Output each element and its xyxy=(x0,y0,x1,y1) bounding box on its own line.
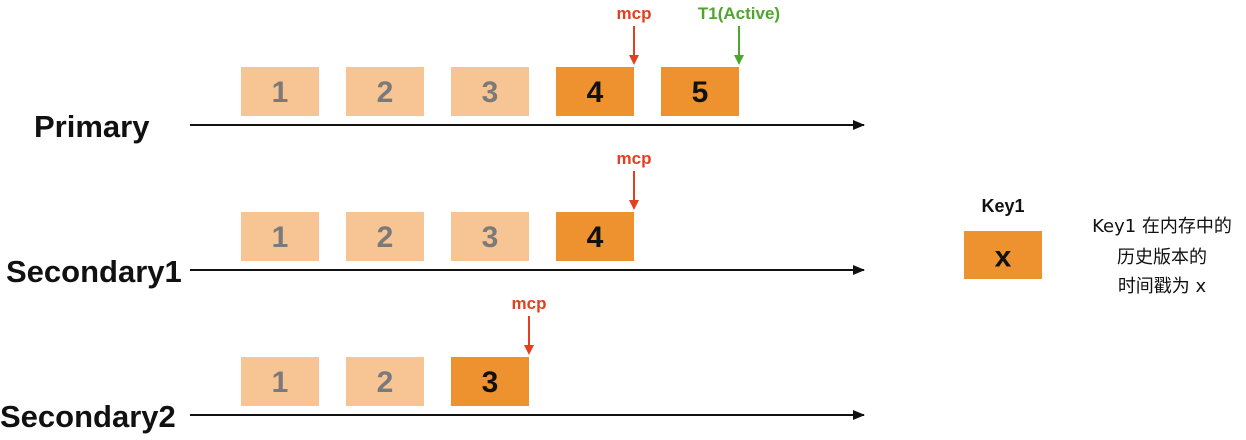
version-box-primary-5 xyxy=(661,67,739,116)
version-box-label: 1 xyxy=(272,221,289,254)
version-box-label: 4 xyxy=(587,76,604,109)
marker-arrowhead-mcp xyxy=(524,345,534,355)
marker-label-active: T1(Active) xyxy=(698,4,780,23)
version-box-secondary2-2 xyxy=(346,357,424,406)
version-box-secondary2-3 xyxy=(451,357,529,406)
row-label-secondary2: Secondary2 xyxy=(0,399,176,434)
version-box-label: 5 xyxy=(692,76,709,109)
version-box-label: 2 xyxy=(377,366,394,399)
version-box-secondary2-1 xyxy=(241,357,319,406)
row-secondary1: Secondary1 1 2 3 4 mcp xyxy=(6,149,865,289)
version-box-secondary1-3 xyxy=(451,212,529,261)
row-label-secondary1: Secondary1 xyxy=(6,254,182,289)
timeline-rows: Primary 1 2 3 4 5 mcp T1(Active) Secondary1 1 2 3 4 m… xyxy=(0,4,865,434)
legend-sample-box-label: x xyxy=(995,241,1012,274)
marker-label-mcp: mcp xyxy=(617,4,652,23)
legend-title: Key1 xyxy=(981,196,1024,216)
version-box-secondary1-2 xyxy=(346,212,424,261)
legend-sample-box xyxy=(964,231,1042,279)
version-box-primary-4 xyxy=(556,67,634,116)
version-box-primary-2 xyxy=(346,67,424,116)
legend-description-line-3: 时间戳为 x xyxy=(1118,276,1207,297)
legend-description-line-2: 历史版本的 xyxy=(1117,247,1207,268)
legend-description-line-1: Key1 在内存中的 xyxy=(1092,216,1232,237)
version-box-primary-3 xyxy=(451,67,529,116)
version-box-label: 3 xyxy=(482,76,499,109)
version-box-label: 3 xyxy=(482,366,499,399)
marker-arrowhead-mcp xyxy=(629,200,639,210)
marker-label-mcp: mcp xyxy=(512,294,547,313)
row-label-primary: Primary xyxy=(34,109,150,144)
marker-arrowhead-active xyxy=(734,55,744,65)
legend: Key1 x Key1 在内存中的 历史版本的 时间戳为 x xyxy=(964,196,1232,297)
marker-arrowhead-mcp xyxy=(629,55,639,65)
row-secondary2: Secondary2 1 2 3 mcp xyxy=(0,294,865,434)
version-box-label: 1 xyxy=(272,76,289,109)
version-box-secondary1-1 xyxy=(241,212,319,261)
version-box-label: 2 xyxy=(377,76,394,109)
version-box-label: 4 xyxy=(587,221,604,254)
version-box-label: 1 xyxy=(272,366,289,399)
version-box-label: 2 xyxy=(377,221,394,254)
marker-label-mcp: mcp xyxy=(617,149,652,168)
version-box-primary-1 xyxy=(241,67,319,116)
row-primary: Primary 1 2 3 4 5 mcp T1(Active) xyxy=(34,4,865,144)
version-box-label: 3 xyxy=(482,221,499,254)
version-box-secondary1-4 xyxy=(556,212,634,261)
